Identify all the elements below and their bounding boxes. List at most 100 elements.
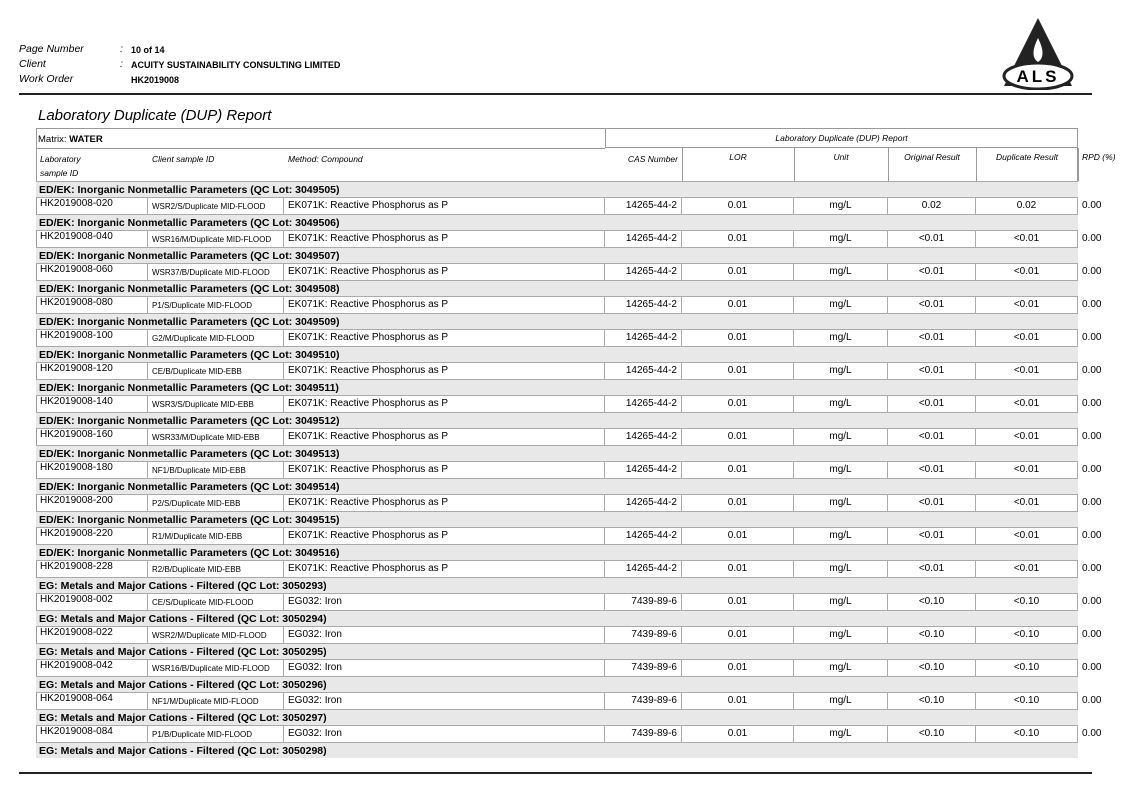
table-cell: mg/L bbox=[794, 230, 888, 247]
table-cell: EG032: Iron bbox=[284, 593, 605, 610]
column-divider bbox=[1078, 148, 1079, 181]
table-cell: HK2019008-160 bbox=[36, 428, 148, 445]
table-cell: <0.01 bbox=[976, 494, 1078, 511]
group-heading: EG: Metals and Major Cations - Filtered … bbox=[36, 577, 1078, 593]
table-cell: mg/L bbox=[794, 362, 888, 379]
row-rule bbox=[36, 296, 1078, 297]
table-cell: <0.01 bbox=[888, 395, 976, 412]
table-cell: EK071K: Reactive Phosphorus as P bbox=[284, 197, 605, 214]
table-cell: mg/L bbox=[794, 527, 888, 544]
table-cell: 7439-89-6 bbox=[605, 626, 682, 643]
column-header: RPD (%) bbox=[1082, 152, 1116, 162]
report-title: Laboratory Duplicate (DUP) Report bbox=[38, 107, 272, 124]
table-cell: <0.10 bbox=[888, 659, 976, 676]
table-cell: 0.00 bbox=[1082, 398, 1102, 409]
row-rule bbox=[36, 263, 1078, 264]
row-rule bbox=[36, 626, 1078, 627]
table-cell: 0.00 bbox=[1082, 530, 1102, 541]
column-divider bbox=[794, 148, 795, 181]
column-header: Laboratory sample ID bbox=[40, 154, 81, 178]
table-cell: NF1/M/Duplicate MID-FLOOD bbox=[148, 692, 284, 709]
column-header: Duplicate Result bbox=[996, 152, 1058, 162]
group-heading: ED/EK: Inorganic Nonmetallic Parameters … bbox=[36, 313, 1078, 329]
group-heading: ED/EK: Inorganic Nonmetallic Parameters … bbox=[36, 181, 1078, 197]
table-cell: <0.01 bbox=[976, 329, 1078, 346]
table-cell: <0.10 bbox=[888, 593, 976, 610]
logo-text: ALS bbox=[1017, 67, 1060, 86]
table-cell: HK2019008-002 bbox=[36, 593, 148, 610]
group-heading: ED/EK: Inorganic Nonmetallic Parameters … bbox=[36, 511, 1078, 527]
group-header: Laboratory Duplicate (DUP) Report bbox=[775, 133, 908, 143]
table-cell: 0.02 bbox=[976, 197, 1078, 214]
table-cell: WSR16/B/Duplicate MID-FLOOD bbox=[148, 659, 284, 676]
column-header: Method: Compound bbox=[288, 154, 363, 164]
table-cell: <0.10 bbox=[976, 626, 1078, 643]
row-rule bbox=[36, 494, 1078, 495]
matrix: Matrix: WATER bbox=[38, 133, 103, 147]
table-cell: <0.01 bbox=[888, 560, 976, 577]
table-cell: 14265-44-2 bbox=[605, 428, 682, 445]
table-cell: 0.01 bbox=[682, 494, 794, 511]
table-cell: EK071K: Reactive Phosphorus as P bbox=[284, 296, 605, 313]
table-cell: HK2019008-228 bbox=[36, 560, 148, 577]
table-cell: 0.01 bbox=[682, 395, 794, 412]
table-cell: 0.01 bbox=[682, 527, 794, 544]
field-label: Client bbox=[19, 58, 46, 70]
table-cell: mg/L bbox=[794, 263, 888, 280]
field-separator: : bbox=[120, 43, 123, 55]
row-rule bbox=[36, 692, 1078, 693]
row-rule bbox=[36, 395, 1078, 396]
row-rule bbox=[36, 461, 1078, 462]
column-header: Unit bbox=[833, 152, 849, 162]
table-cell: WSR33/M/Duplicate MID-EBB bbox=[148, 428, 284, 445]
table-cell: <0.01 bbox=[888, 461, 976, 478]
table-cell: EK071K: Reactive Phosphorus as P bbox=[284, 527, 605, 544]
table-cell: mg/L bbox=[794, 296, 888, 313]
table-cell: 7439-89-6 bbox=[605, 725, 682, 742]
column-header: LOR bbox=[729, 152, 747, 162]
table-cell: 14265-44-2 bbox=[605, 362, 682, 379]
table-cell: 0.00 bbox=[1082, 728, 1102, 739]
footer-rule bbox=[19, 772, 1092, 774]
table-cell: G2/M/Duplicate MID-FLOOD bbox=[148, 329, 284, 346]
table-cell: HK2019008-200 bbox=[36, 494, 148, 511]
table-cell: <0.01 bbox=[888, 428, 976, 445]
table-cell: HK2019008-140 bbox=[36, 395, 148, 412]
table-cell: 0.00 bbox=[1082, 563, 1102, 574]
table-cell: 14265-44-2 bbox=[605, 461, 682, 478]
group-heading: ED/EK: Inorganic Nonmetallic Parameters … bbox=[36, 247, 1078, 263]
table-cell: 0.00 bbox=[1082, 266, 1102, 277]
logo: ALS bbox=[1002, 18, 1074, 90]
table-cell: 0.01 bbox=[682, 296, 794, 313]
table-cell: EK071K: Reactive Phosphorus as P bbox=[284, 329, 605, 346]
table-cell: <0.01 bbox=[976, 395, 1078, 412]
table-cell: 0.01 bbox=[682, 659, 794, 676]
table-cell: HK2019008-060 bbox=[36, 263, 148, 280]
table-cell: EK071K: Reactive Phosphorus as P bbox=[284, 494, 605, 511]
table-cell: EK071K: Reactive Phosphorus as P bbox=[284, 395, 605, 412]
table-cell: <0.10 bbox=[976, 692, 1078, 709]
table-cell: <0.10 bbox=[976, 725, 1078, 742]
table-cell: HK2019008-042 bbox=[36, 659, 148, 676]
table-cell: CE/B/Duplicate MID-EBB bbox=[148, 362, 284, 379]
table-cell: P2/S/Duplicate MID-EBB bbox=[148, 494, 284, 511]
group-heading: EG: Metals and Major Cations - Filtered … bbox=[36, 676, 1078, 692]
table-cell: 0.00 bbox=[1082, 365, 1102, 376]
column-divider bbox=[888, 148, 889, 181]
table-cell: 0.01 bbox=[682, 692, 794, 709]
table-cell: HK2019008-180 bbox=[36, 461, 148, 478]
group-header-box bbox=[605, 128, 1078, 148]
table-cell: EK071K: Reactive Phosphorus as P bbox=[284, 461, 605, 478]
field-value: HK2019008 bbox=[131, 75, 180, 85]
table-cell: 14265-44-2 bbox=[605, 296, 682, 313]
table-cell: 0.01 bbox=[682, 263, 794, 280]
group-heading: EG: Metals and Major Cations - Filtered … bbox=[36, 742, 1078, 758]
logo-drop bbox=[1033, 38, 1043, 62]
table-cell: 14265-44-2 bbox=[605, 230, 682, 247]
table-cell: mg/L bbox=[794, 461, 888, 478]
table-cell: 14265-44-2 bbox=[605, 329, 682, 346]
table-cell: 7439-89-6 bbox=[605, 659, 682, 676]
table-cell: mg/L bbox=[794, 494, 888, 511]
row-rule bbox=[36, 329, 1078, 330]
